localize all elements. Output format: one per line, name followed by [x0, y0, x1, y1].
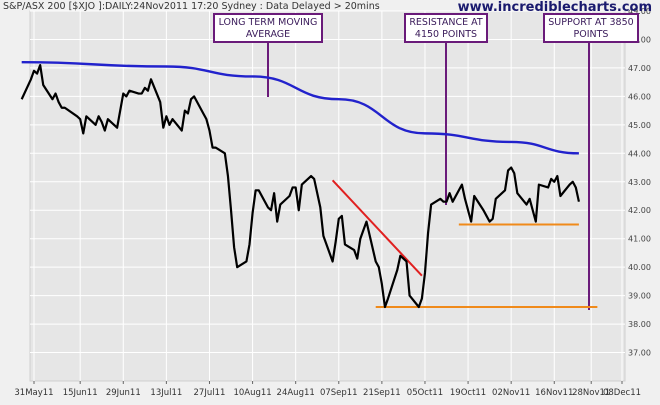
- y-tick-label-12: 49.00: [628, 7, 651, 16]
- trendline-line-0: [331, 179, 423, 277]
- brand-logo-text: www.incrediblecharts.com: [457, 0, 652, 15]
- annotation-support: SUPPORT AT 3850 POINTS: [543, 13, 639, 43]
- x-tick-label-0: 31May11: [14, 388, 53, 398]
- moving-average-line: [21, 61, 579, 155]
- x-tick-label-12: 16Nov11: [535, 388, 573, 398]
- y-tick-label-7: 44.00: [628, 149, 651, 158]
- x-tick-label-8: 21Sep11: [363, 388, 401, 398]
- x-tick-label-7: 07Sep11: [320, 388, 358, 398]
- annotation-support-line2: POINTS: [573, 29, 609, 40]
- annotation-resistance: RESISTANCE AT 4150 POINTS: [404, 13, 488, 43]
- y-tick-label-5: 42.00: [628, 206, 651, 215]
- annotation-resistance-line2: 4150 POINTS: [414, 29, 478, 40]
- x-tick-label-9: 05Oct11: [407, 388, 443, 398]
- y-tick-label-4: 41.00: [628, 235, 651, 244]
- x-tick-label-4: 27Jul11: [194, 388, 226, 398]
- x-tick-label-11: 02Nov11: [492, 388, 530, 398]
- y-tick-label-6: 43.00: [628, 178, 651, 187]
- annotation-moving-average-line1: LONG TERM MOVING: [218, 17, 318, 28]
- x-tick-label-13: 28Nov11: [572, 388, 610, 398]
- y-tick-label-2: 39.00: [628, 292, 651, 301]
- x-tick-label-14: 08Dec11: [603, 388, 641, 398]
- x-tick-label-3: 13Jul11: [150, 388, 182, 398]
- annotation-moving-average: LONG TERM MOVING AVERAGE: [213, 13, 323, 43]
- price-series-line: [20, 63, 580, 309]
- x-tick-label-6: 24Aug11: [277, 388, 315, 398]
- x-tick-label-5: 10Aug11: [233, 388, 271, 398]
- y-tick-label-11: 48.00: [628, 35, 651, 44]
- y-tick-label-3: 40.00: [628, 263, 651, 272]
- chart-header-title: S&P/ASX 200 [$XJO ]:DAILY:24Nov2011 17:2…: [3, 1, 380, 12]
- annotation-moving-average-line2: AVERAGE: [245, 29, 291, 40]
- y-tick-label-10: 47.00: [628, 64, 651, 73]
- plot-area: [29, 10, 626, 382]
- y-tick-label-9: 46.00: [628, 92, 651, 101]
- y-tick-label-1: 38.00: [628, 320, 651, 329]
- y-tick-label-8: 45.00: [628, 121, 651, 130]
- annotation-support-line1: SUPPORT AT 3850: [548, 17, 634, 28]
- x-tick-label-1: 15Jun11: [63, 388, 98, 398]
- x-tick-label-10: 19Oct11: [450, 388, 486, 398]
- annotation-resistance-line1: RESISTANCE AT: [409, 17, 483, 28]
- y-tick-label-0: 37.00: [628, 349, 651, 358]
- x-tick-label-2: 29Jun11: [106, 388, 141, 398]
